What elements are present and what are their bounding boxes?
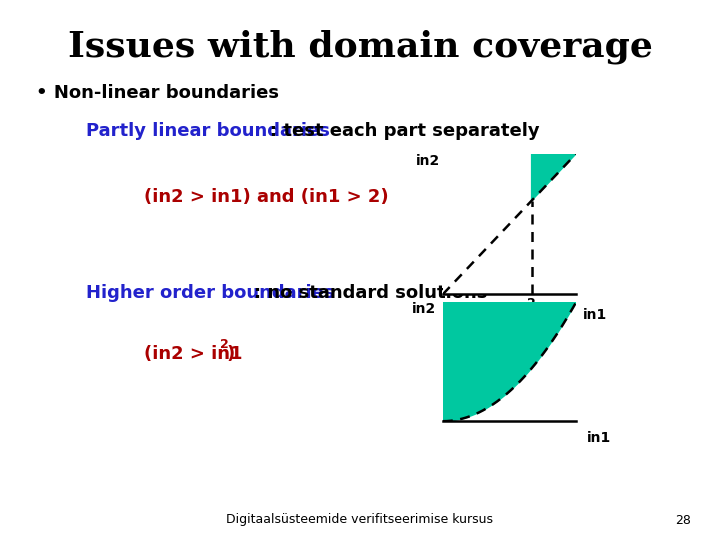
Polygon shape [443, 302, 576, 421]
Text: • Non-linear boundaries: • Non-linear boundaries [36, 84, 279, 102]
Text: in1: in1 [582, 308, 607, 322]
Text: 28: 28 [675, 514, 691, 526]
Text: : no standard solutions: : no standard solutions [254, 284, 487, 301]
Text: (in2 > in1) and (in1 > 2): (in2 > in1) and (in1 > 2) [144, 188, 389, 206]
Text: in2: in2 [412, 302, 436, 316]
Text: Partly linear boundaries: Partly linear boundaries [86, 122, 330, 139]
Text: : test each part separately: : test each part separately [270, 122, 539, 139]
Text: Digitaalsüsteemide verifitseerimise kursus: Digitaalsüsteemide verifitseerimise kurs… [227, 514, 493, 526]
Text: in2: in2 [416, 154, 441, 168]
Text: ): ) [227, 345, 235, 363]
Polygon shape [531, 154, 576, 201]
Text: Higher order boundaries: Higher order boundaries [86, 284, 335, 301]
Text: (in2 > in1: (in2 > in1 [144, 345, 243, 363]
Text: Issues with domain coverage: Issues with domain coverage [68, 30, 652, 64]
Text: in1: in1 [587, 431, 611, 445]
Text: 2: 2 [220, 338, 228, 351]
